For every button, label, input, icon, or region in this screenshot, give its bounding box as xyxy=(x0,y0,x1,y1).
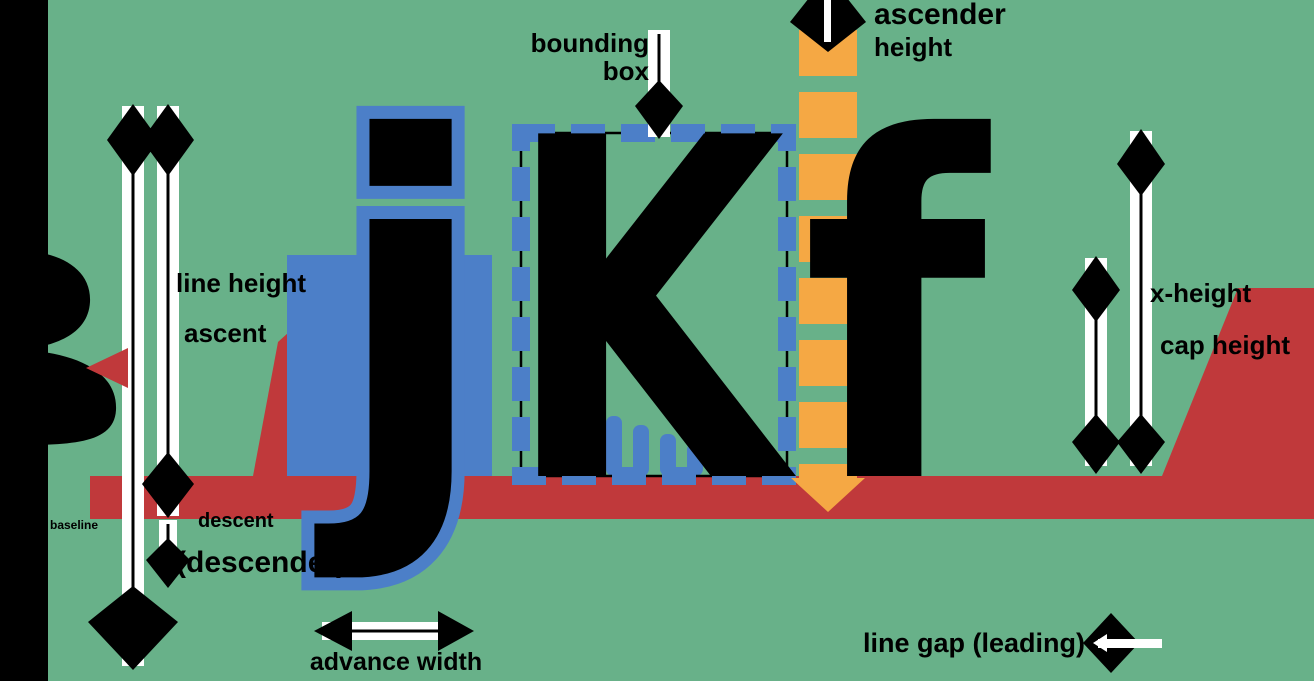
baseline-label: baseline xyxy=(50,518,98,532)
cap-height-arrow xyxy=(1117,129,1165,474)
origin-label: origin xyxy=(50,392,83,406)
cap-height-label: cap height xyxy=(1160,330,1290,360)
red-wedge xyxy=(253,332,291,476)
ascender-label-line1: ascender xyxy=(874,0,1006,31)
baseline-pointer-arrow xyxy=(86,348,128,388)
advance-width-arrow xyxy=(314,611,474,651)
bounding-box-label-line2: box xyxy=(603,56,650,86)
baseline-strip xyxy=(90,476,1314,519)
glyph-j: j xyxy=(308,40,491,587)
ascent-label: ascent xyxy=(184,318,267,348)
bounding-box-pointer-arrow xyxy=(635,30,683,139)
ascender-arrow-shaft xyxy=(824,0,831,42)
left-cropped-shape xyxy=(0,250,117,446)
x-height-label: x-height xyxy=(1150,278,1251,308)
line-gap-label: line gap (leading) xyxy=(863,628,1085,658)
line-height-arrow xyxy=(88,104,178,670)
descent-label: descent xyxy=(198,510,274,532)
ascent-arrow xyxy=(142,104,194,518)
advance-width-label: advance width xyxy=(310,648,482,676)
x-height-zone xyxy=(1162,288,1314,476)
j-cell-highlight xyxy=(287,255,492,476)
ascender-band-tip xyxy=(791,478,865,512)
k-baseline-comb xyxy=(552,398,730,476)
line-height-label: line height xyxy=(176,268,306,298)
descender-label: (descender) xyxy=(176,546,346,579)
bounding-box-label-line1: bounding xyxy=(531,28,649,58)
glyph-f: f xyxy=(802,40,995,587)
x-height-arrow xyxy=(1072,256,1120,474)
line-gap-arrow xyxy=(1083,613,1162,673)
ascender-label-line2: height xyxy=(874,32,952,62)
glyph-j-halo: j xyxy=(308,40,491,587)
descent-arrow xyxy=(146,520,190,588)
